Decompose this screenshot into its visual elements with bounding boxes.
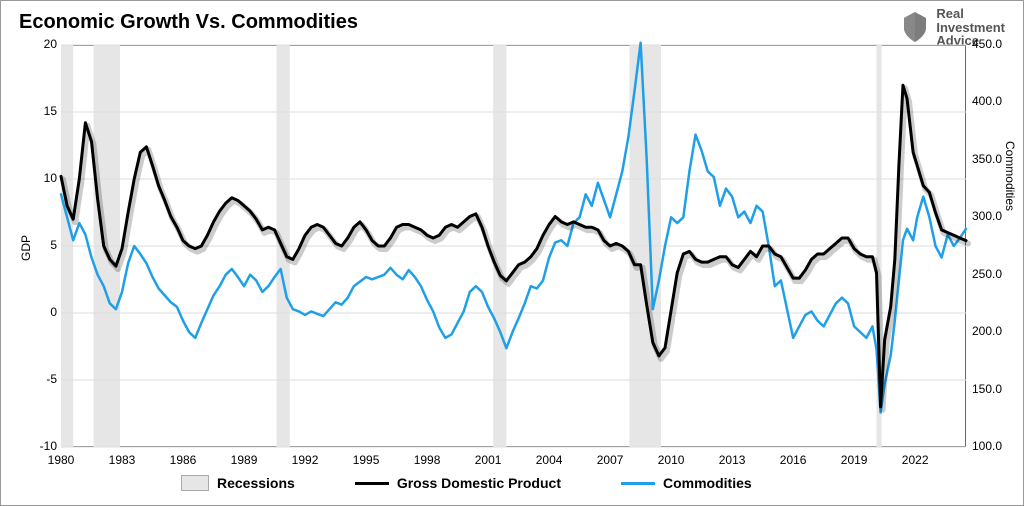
chart-frame: Economic Growth Vs. Commodities Real Inv… — [0, 0, 1024, 506]
y-left-tick: 5 — [17, 238, 57, 252]
x-tick: 1989 — [224, 453, 264, 467]
legend-item-commodities: Commodities — [621, 475, 752, 491]
x-tick: 1992 — [285, 453, 325, 467]
y-left-tick: -10 — [17, 439, 57, 453]
x-tick: 2016 — [773, 453, 813, 467]
logo-line2: Investment — [936, 21, 1005, 35]
x-tick: 2013 — [712, 453, 752, 467]
y-right-tick: 150.0 — [972, 382, 1022, 396]
y-left-tick: 0 — [17, 305, 57, 319]
plot-svg — [61, 45, 966, 447]
y-right-tick: 250.0 — [972, 267, 1022, 281]
legend-label: Gross Domestic Product — [397, 475, 561, 491]
x-tick: 2022 — [895, 453, 935, 467]
x-tick: 2001 — [468, 453, 508, 467]
y-right-tick: 200.0 — [972, 324, 1022, 338]
x-tick: 1980 — [41, 453, 81, 467]
x-tick: 2010 — [651, 453, 691, 467]
y-left-tick: -5 — [17, 372, 57, 386]
y-left-tick: 10 — [17, 171, 57, 185]
x-tick: 2019 — [834, 453, 874, 467]
y-right-tick: 350.0 — [972, 152, 1022, 166]
y-right-tick: 100.0 — [972, 439, 1022, 453]
y-right-tick: 300.0 — [972, 209, 1022, 223]
x-tick: 1986 — [163, 453, 203, 467]
y-left-tick: 15 — [17, 104, 57, 118]
y-left-tick: 20 — [17, 37, 57, 51]
x-tick: 1983 — [102, 453, 142, 467]
x-tick: 1995 — [346, 453, 386, 467]
x-tick: 2004 — [529, 453, 569, 467]
y-right-tick: 400.0 — [972, 94, 1022, 108]
logo-line1: Real — [936, 7, 1005, 21]
legend-swatch — [621, 482, 655, 485]
legend-item-recessions: Recessions — [181, 475, 295, 491]
legend-label: Recessions — [217, 475, 295, 491]
chart-legend: Recessions Gross Domestic Product Commodit… — [181, 475, 752, 491]
x-tick: 1998 — [407, 453, 447, 467]
legend-label: Commodities — [663, 475, 752, 491]
legend-item-gdp: Gross Domestic Product — [355, 475, 561, 491]
y-right-tick: 450.0 — [972, 37, 1022, 51]
legend-swatch — [355, 482, 389, 485]
x-tick: 2007 — [590, 453, 630, 467]
legend-swatch — [181, 475, 209, 491]
chart-title: Economic Growth Vs. Commodities — [19, 11, 358, 34]
